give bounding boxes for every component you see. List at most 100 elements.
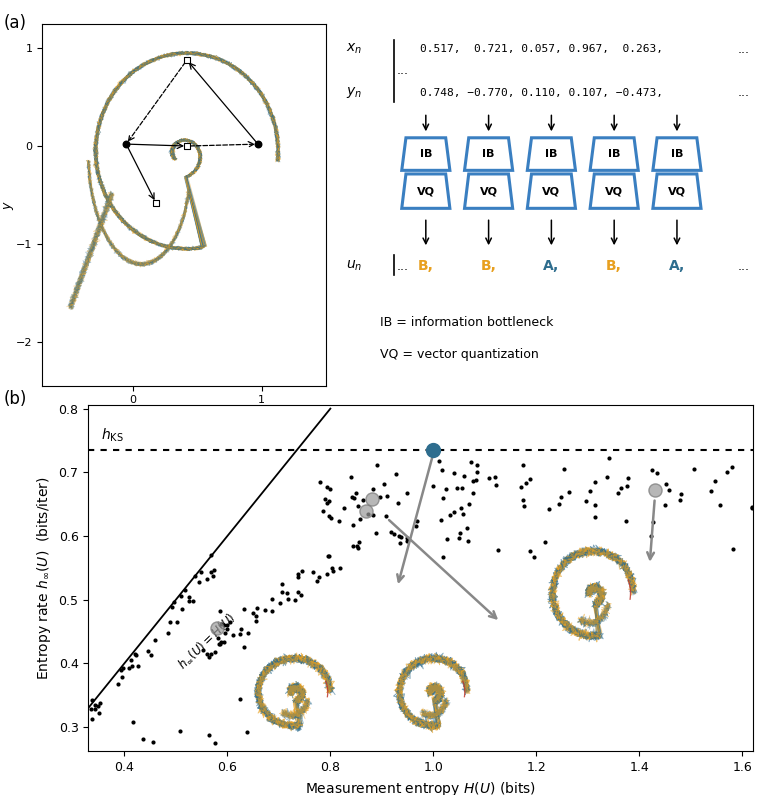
- Point: [218, 619, 230, 631]
- Point: [326, 562, 338, 575]
- Point: [385, 526, 397, 539]
- Point: [292, 585, 304, 598]
- Point: [347, 539, 359, 552]
- Point: [646, 464, 658, 477]
- Point: [427, 444, 439, 456]
- Point: [360, 504, 372, 517]
- Point: [313, 570, 325, 583]
- Point: [353, 536, 365, 549]
- Point: [295, 589, 307, 602]
- Point: [352, 499, 364, 512]
- Point: [122, 662, 134, 675]
- Point: [433, 455, 445, 467]
- Point: [240, 726, 253, 739]
- Text: ...: ...: [737, 260, 750, 273]
- Point: [327, 564, 339, 577]
- Point: [281, 586, 293, 599]
- Text: ...: ...: [396, 260, 409, 273]
- Point: [674, 494, 686, 506]
- Point: [705, 485, 717, 498]
- Point: [130, 648, 142, 661]
- Point: [326, 511, 338, 524]
- Point: [528, 550, 540, 563]
- Text: 0.748, −0.770, 0.110, 0.107, −0.473,: 0.748, −0.770, 0.110, 0.107, −0.473,: [419, 87, 663, 98]
- Point: [126, 659, 138, 672]
- Point: [170, 615, 183, 628]
- Point: [238, 641, 250, 653]
- Point: [89, 699, 101, 712]
- Point: [204, 565, 217, 578]
- Point: [620, 515, 632, 528]
- Point: [378, 477, 390, 490]
- X-axis label: Measurement entropy $H(U)$ (bits): Measurement entropy $H(U)$ (bits): [305, 780, 536, 795]
- Point: [675, 487, 687, 500]
- Point: [112, 677, 124, 690]
- Point: [334, 561, 346, 574]
- Point: [402, 487, 414, 499]
- Point: [369, 526, 382, 539]
- Point: [489, 471, 502, 484]
- Point: [563, 486, 575, 498]
- Point: [92, 700, 104, 712]
- Point: [142, 645, 154, 657]
- Point: [356, 494, 369, 506]
- Point: [316, 505, 329, 518]
- Point: [207, 563, 220, 576]
- Polygon shape: [590, 138, 638, 170]
- Point: [366, 483, 379, 495]
- Point: [227, 629, 240, 642]
- Point: [276, 585, 289, 598]
- Point: [321, 480, 333, 493]
- Point: [189, 570, 201, 583]
- Point: [401, 532, 413, 545]
- Point: [117, 662, 129, 675]
- Point: [250, 610, 263, 622]
- Point: [437, 491, 449, 504]
- Point: [435, 514, 447, 527]
- Point: [307, 565, 319, 578]
- Point: [370, 459, 382, 471]
- Point: [203, 650, 215, 663]
- Point: [647, 515, 659, 528]
- Polygon shape: [465, 174, 513, 208]
- Polygon shape: [528, 174, 575, 208]
- Point: [588, 510, 601, 523]
- Point: [214, 604, 226, 617]
- Point: [460, 522, 472, 534]
- Text: IB: IB: [670, 149, 684, 159]
- Point: [322, 549, 334, 562]
- Point: [463, 498, 475, 510]
- Text: B,: B,: [481, 259, 497, 273]
- Point: [207, 569, 219, 582]
- Point: [180, 140, 193, 153]
- Point: [651, 467, 664, 479]
- Point: [321, 568, 333, 580]
- Point: [252, 138, 264, 150]
- Point: [150, 196, 162, 209]
- Point: [211, 622, 223, 634]
- Point: [114, 664, 127, 677]
- Point: [183, 595, 195, 607]
- Point: [200, 572, 213, 585]
- Point: [89, 702, 101, 715]
- Point: [289, 593, 301, 606]
- Text: ...: ...: [737, 86, 750, 99]
- Point: [209, 736, 221, 749]
- Point: [176, 603, 188, 615]
- Point: [440, 483, 452, 495]
- Polygon shape: [590, 174, 638, 208]
- Text: $u_n$: $u_n$: [346, 259, 362, 273]
- Point: [727, 543, 740, 556]
- Point: [132, 659, 144, 672]
- Point: [524, 473, 536, 486]
- Point: [223, 615, 236, 628]
- Point: [543, 502, 555, 515]
- Point: [86, 693, 98, 706]
- Point: [323, 549, 335, 562]
- Point: [457, 507, 469, 520]
- Point: [94, 697, 107, 710]
- Point: [467, 475, 479, 487]
- Point: [183, 591, 195, 603]
- Point: [382, 489, 394, 502]
- Point: [218, 635, 230, 648]
